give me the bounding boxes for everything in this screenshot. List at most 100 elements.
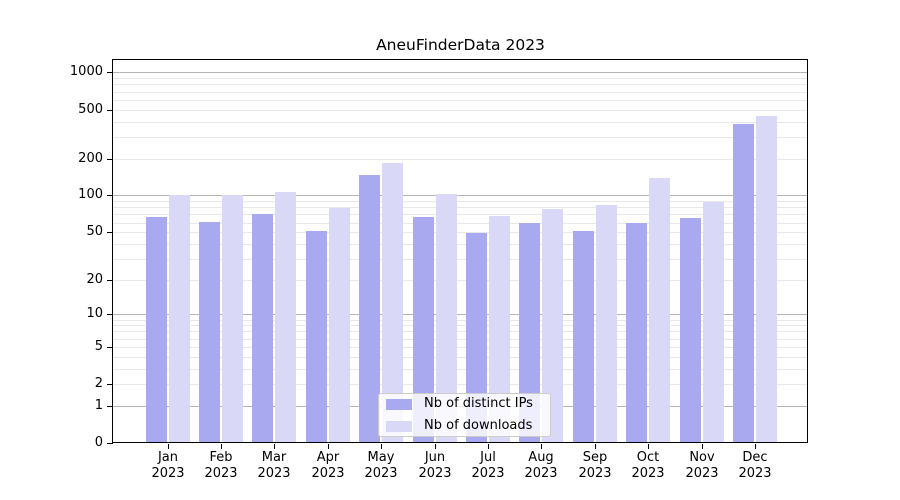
bar-downloads-sep [596, 205, 617, 443]
x-tick-label-apr: Apr 2023 [311, 450, 345, 481]
minor-gridline [113, 347, 808, 348]
x-tick-label-may: May 2023 [364, 450, 398, 481]
x-tick-label-aug: Aug 2023 [524, 450, 558, 481]
minor-gridline [113, 259, 808, 260]
minor-gridline [113, 244, 808, 245]
x-tick-label-dec: Dec 2023 [738, 450, 772, 481]
bar-downloads-jul [489, 216, 510, 443]
y-tick-label: 50 [86, 224, 103, 239]
y-tick-label: 1000 [69, 64, 103, 79]
legend-row-downloads: Nb of downloads [379, 417, 550, 435]
minor-gridline [113, 232, 808, 233]
y-tick-label: 0 [94, 435, 103, 450]
legend-label-distinct-ips: Nb of distinct IPs [424, 396, 533, 411]
x-tick-label-jun: Jun 2023 [418, 450, 452, 481]
bar-downloads-feb [222, 195, 243, 443]
legend-label-downloads: Nb of downloads [424, 418, 533, 433]
y-tick [107, 443, 113, 444]
x-tick [168, 444, 169, 449]
y-tick [107, 280, 113, 281]
minor-gridline [113, 110, 808, 111]
x-tick [381, 444, 382, 449]
y-tick-label: 100 [78, 187, 103, 202]
x-tick-label-jan: Jan 2023 [151, 450, 185, 481]
major-gridline [113, 72, 808, 73]
y-tick [107, 159, 113, 160]
y-tick [107, 195, 113, 196]
bar-downloads-jun [436, 194, 457, 443]
minor-gridline [113, 78, 808, 79]
bar-downloads-jan [169, 195, 190, 443]
bar-downloads-apr [329, 208, 350, 443]
bar-downloads-aug [542, 209, 563, 443]
legend-swatch-distinct-ips [386, 398, 412, 410]
minor-gridline [113, 159, 808, 160]
bar-distinct-ips-nov [680, 218, 701, 443]
minor-gridline [113, 384, 808, 385]
x-tick-label-sep: Sep 2023 [578, 450, 612, 481]
x-tick [274, 444, 275, 449]
y-tick-label: 5 [94, 339, 103, 354]
bar-distinct-ips-jan [146, 217, 167, 443]
bar-downloads-may [382, 163, 403, 443]
x-tick-label-nov: Nov 2023 [685, 450, 719, 481]
legend-row-distinct-ips: Nb of distinct IPs [379, 395, 550, 413]
y-tick [107, 232, 113, 233]
y-tick-label: 10 [86, 306, 103, 321]
minor-gridline [113, 84, 808, 85]
x-tick [435, 444, 436, 449]
bar-downloads-nov [703, 202, 724, 443]
bar-distinct-ips-feb [199, 222, 220, 443]
y-tick [107, 110, 113, 111]
x-tick [648, 444, 649, 449]
y-tick-label: 20 [86, 272, 103, 287]
y-tick [107, 347, 113, 348]
major-gridline [113, 314, 808, 315]
y-tick-label: 200 [78, 151, 103, 166]
minor-gridline [113, 223, 808, 224]
minor-gridline [113, 207, 808, 208]
bar-distinct-ips-aug [519, 223, 540, 443]
minor-gridline [113, 100, 808, 101]
legend-swatch-downloads [386, 420, 412, 432]
x-tick-label-mar: Mar 2023 [257, 450, 291, 481]
bar-downloads-oct [649, 178, 670, 443]
minor-gridline [113, 137, 808, 138]
y-tick [107, 314, 113, 315]
bar-distinct-ips-may [359, 175, 380, 443]
x-tick [221, 444, 222, 449]
minor-gridline [113, 339, 808, 340]
minor-gridline [113, 92, 808, 93]
minor-gridline [113, 369, 808, 370]
x-tick [595, 444, 596, 449]
bar-distinct-ips-apr [306, 231, 327, 443]
major-gridline [113, 195, 808, 196]
x-tick-label-jul: Jul 2023 [471, 450, 505, 481]
y-tick [107, 384, 113, 385]
bar-distinct-ips-dec [733, 124, 754, 443]
x-tick [541, 444, 542, 449]
minor-gridline [113, 214, 808, 215]
bar-distinct-ips-jul [466, 233, 487, 443]
bar-distinct-ips-mar [252, 214, 273, 443]
legend: Nb of distinct IPs Nb of downloads [378, 393, 551, 437]
bar-downloads-dec [756, 116, 777, 443]
x-tick [488, 444, 489, 449]
x-tick [328, 444, 329, 449]
y-tick-label: 1 [94, 398, 103, 413]
y-tick-label: 2 [94, 376, 103, 391]
minor-gridline [113, 325, 808, 326]
bar-distinct-ips-oct [626, 223, 647, 443]
minor-gridline [113, 201, 808, 202]
bar-distinct-ips-jun [413, 217, 434, 443]
minor-gridline [113, 280, 808, 281]
x-tick-label-feb: Feb 2023 [204, 450, 238, 481]
minor-gridline [113, 331, 808, 332]
bar-downloads-mar [275, 192, 296, 443]
x-tick-label-oct: Oct 2023 [631, 450, 665, 481]
minor-gridline [113, 320, 808, 321]
x-tick [755, 444, 756, 449]
chart-title: AneuFinderData 2023 [376, 36, 545, 54]
y-tick-label: 500 [78, 102, 103, 117]
